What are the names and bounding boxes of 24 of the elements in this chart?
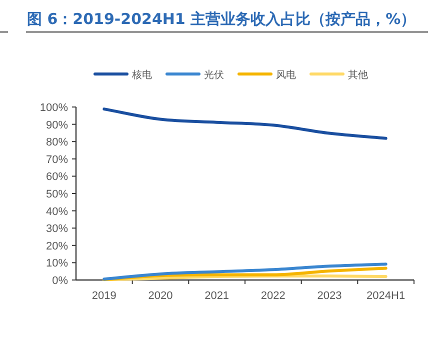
x-tick-label: 2023 bbox=[317, 290, 342, 302]
chart-title: 图 6：2019-2024H1 主营业务收入占比（按产品，%） bbox=[27, 10, 416, 28]
y-tick-label: 30% bbox=[46, 223, 68, 236]
y-tick-label: 90% bbox=[46, 119, 68, 132]
line-series bbox=[102, 108, 388, 140]
legend-label: 核电 bbox=[131, 69, 152, 81]
x-tick-label: 2020 bbox=[148, 290, 173, 302]
y-tick-label: 80% bbox=[46, 136, 68, 149]
y-tick-label: 70% bbox=[46, 154, 68, 166]
legend-label: 其他 bbox=[348, 69, 368, 81]
legend-label: 风电 bbox=[276, 69, 296, 81]
y-tick-label: 100% bbox=[40, 102, 68, 114]
y-tick-label: 20% bbox=[46, 240, 68, 252]
x-tick-label: 2022 bbox=[260, 290, 286, 302]
y-tick-label: 60% bbox=[46, 171, 68, 184]
legend-label: 光伏 bbox=[204, 69, 224, 81]
line-series bbox=[102, 262, 388, 281]
y-tick-label: 0% bbox=[52, 275, 68, 287]
y-tick-label: 10% bbox=[46, 258, 68, 270]
x-tick-label: 2019 bbox=[92, 290, 116, 302]
x-tick-label: 2021 bbox=[204, 290, 230, 302]
y-tick-label: 50% bbox=[46, 188, 68, 200]
y-tick-label: 40% bbox=[46, 206, 68, 218]
x-tick-label: 2024H1 bbox=[366, 290, 406, 302]
